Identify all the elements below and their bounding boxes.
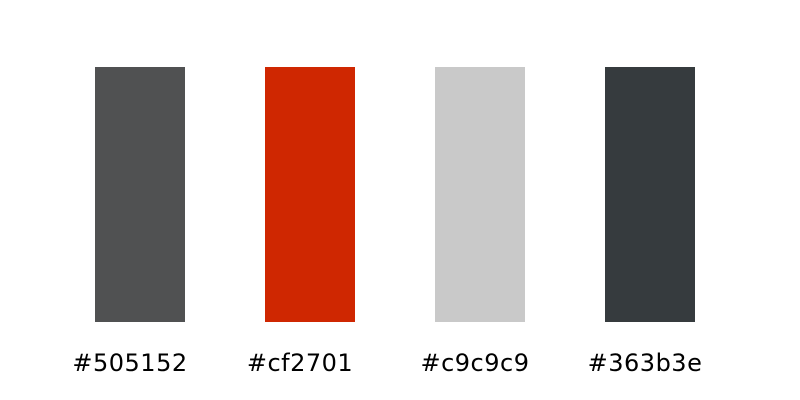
color-swatch [95,67,185,322]
swatch-hex-label: #cf2701 [246,349,354,377]
color-swatch [435,67,525,322]
color-swatch [265,67,355,322]
swatch-hex-label: #c9c9c9 [420,349,530,377]
color-swatch [605,67,695,322]
swatch-hex-label: #505152 [72,349,188,377]
swatch-hex-label: #363b3e [587,349,703,377]
